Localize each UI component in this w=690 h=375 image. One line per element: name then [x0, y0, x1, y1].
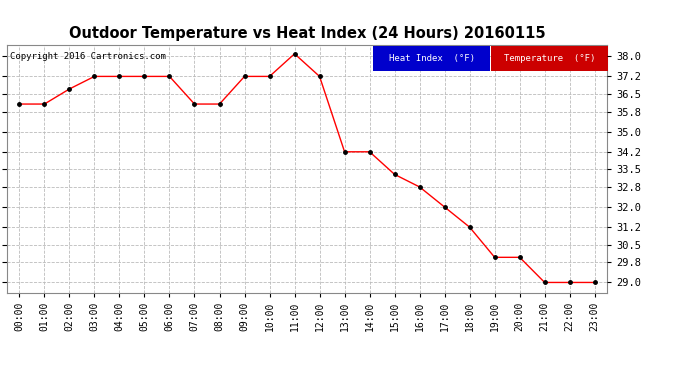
FancyBboxPatch shape [373, 46, 490, 71]
Title: Outdoor Temperature vs Heat Index (24 Hours) 20160115: Outdoor Temperature vs Heat Index (24 Ho… [69, 26, 545, 41]
Text: Copyright 2016 Cartronics.com: Copyright 2016 Cartronics.com [10, 53, 166, 62]
Text: Heat Index  (°F): Heat Index (°F) [388, 54, 475, 63]
FancyBboxPatch shape [491, 46, 609, 71]
Text: Temperature  (°F): Temperature (°F) [504, 54, 595, 63]
